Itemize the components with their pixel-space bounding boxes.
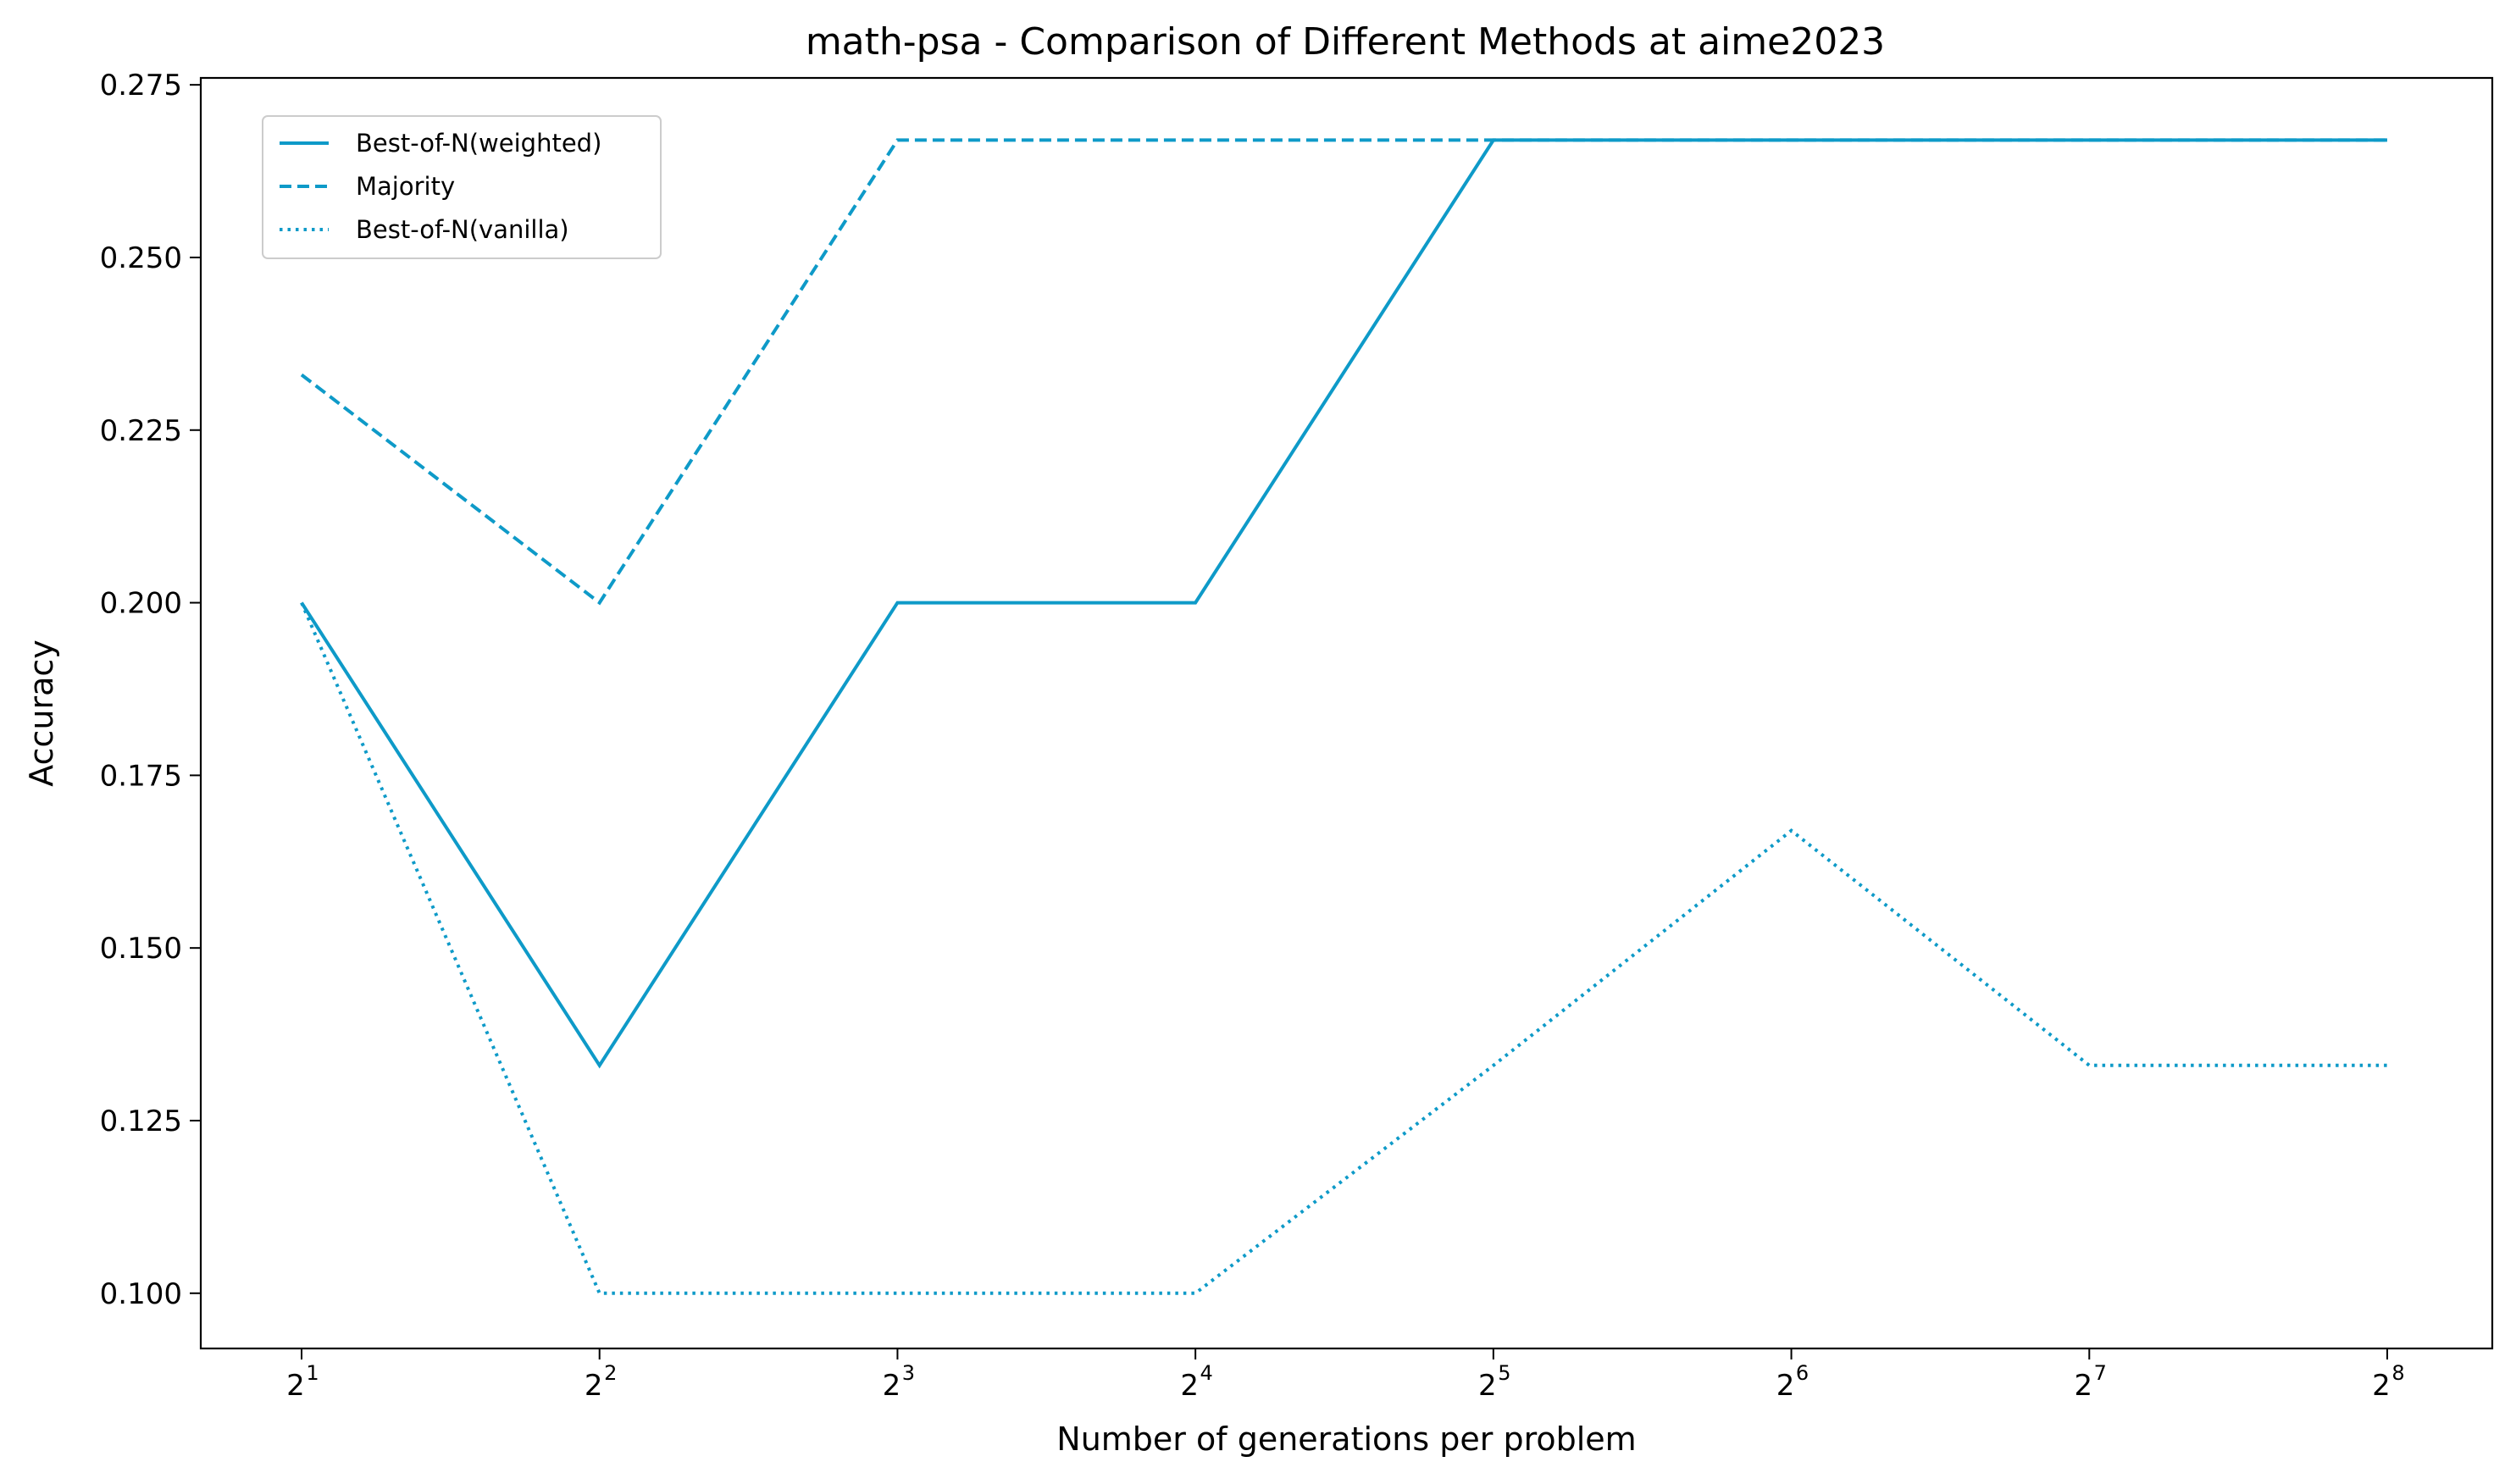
x-tick-label: 2 [286, 1369, 305, 1403]
y-axis-title: Accuracy [23, 640, 60, 787]
series-line-2 [300, 138, 2387, 606]
x-tick-exponent: 6 [1796, 1361, 1809, 1385]
y-tick-label: 0.225 [100, 414, 182, 448]
legend-box [262, 115, 662, 259]
axis-ticks: 2 1 2 2 2 3 2 4 2 5 2 6 2 7 2 80.1000.1250.1500.1750.20… [100, 69, 2405, 1403]
x-tick-exponent: 1 [306, 1361, 319, 1385]
y-tick-label: 0.150 [100, 932, 182, 966]
x-tick-label: 2 [1180, 1369, 1199, 1403]
legend: Best-of-N(weighted) Majority Best-of-N(van… [262, 115, 662, 259]
x-tick-exponent: 7 [2094, 1361, 2107, 1385]
y-tick-label: 0.175 [100, 759, 182, 793]
x-tick-exponent: 2 [604, 1361, 617, 1385]
y-tick-label: 0.250 [100, 241, 182, 275]
series-layer [300, 138, 2387, 1295]
legend-label: Best-of-N(vanilla) [356, 215, 569, 244]
chart-title: math-psa - Comparison of Different Metho… [806, 20, 1885, 64]
legend-label: Best-of-N(weighted) [356, 129, 601, 158]
x-tick-exponent: 3 [902, 1361, 915, 1385]
x-tick-label: 2 [883, 1369, 901, 1403]
x-tick-label: 2 [585, 1369, 603, 1403]
x-tick-exponent: 5 [1498, 1361, 1510, 1385]
x-tick-exponent: 8 [2391, 1361, 2404, 1385]
y-tick-label: 0.200 [100, 587, 182, 621]
x-tick-label: 2 [1776, 1369, 1795, 1403]
x-tick-label: 2 [1478, 1369, 1497, 1403]
y-tick-label: 0.100 [100, 1277, 182, 1311]
plot-frame [199, 76, 2494, 1350]
x-tick-exponent: 4 [1200, 1361, 1213, 1385]
series-line-3 [300, 601, 2387, 1295]
legend-label: Majority [356, 172, 455, 201]
x-tick-label: 2 [2074, 1369, 2092, 1403]
y-tick-label: 0.125 [100, 1105, 182, 1138]
x-axis-title: Number of generations per problem [1056, 1420, 1636, 1458]
y-tick-label: 0.275 [100, 69, 182, 102]
series-line-1 [300, 138, 2387, 1069]
x-tick-label: 2 [2372, 1369, 2391, 1403]
